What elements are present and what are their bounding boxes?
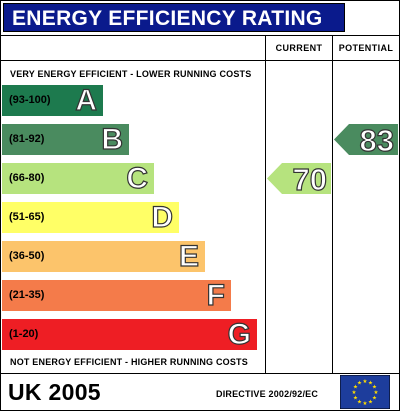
flag-star-icon: ★ bbox=[363, 379, 368, 385]
band-letter: E bbox=[178, 239, 199, 273]
divider-chart bbox=[265, 35, 266, 374]
band-range: (1-20) bbox=[9, 328, 39, 340]
flag-star-icon: ★ bbox=[352, 390, 357, 396]
flag-star-icon: ★ bbox=[372, 384, 377, 390]
band-a: (93-100) A bbox=[2, 83, 103, 118]
flag-star-icon: ★ bbox=[357, 399, 362, 405]
efficient-caption: VERY ENERGY EFFICIENT - LOWER RUNNING CO… bbox=[10, 69, 252, 79]
region-label: UK 2005 bbox=[8, 379, 101, 405]
band-c: (66-80) C bbox=[2, 161, 154, 196]
flag-star-icon: ★ bbox=[357, 380, 362, 386]
eu-flag-icon: ★ ★ ★ ★ ★ ★ ★ ★ ★ ★ ★ ★ bbox=[339, 374, 391, 410]
divider-header bbox=[0, 60, 400, 61]
flag-star-icon: ★ bbox=[363, 401, 368, 407]
divider-bottom bbox=[0, 373, 400, 374]
current-rating-arrow: 70 bbox=[267, 162, 331, 197]
band-letter: B bbox=[101, 122, 124, 156]
current-rating-value: 70 bbox=[292, 162, 328, 197]
column-header-current: CURRENT bbox=[275, 43, 323, 53]
column-header-potential: POTENTIAL bbox=[338, 43, 394, 53]
band-g: (1-20) G bbox=[2, 317, 257, 352]
eu-flag-graphic: ★ ★★★★★★★★★★★ bbox=[339, 374, 391, 410]
band-letter: A bbox=[75, 83, 98, 117]
inefficient-caption: NOT ENERGY EFFICIENT - HIGHER RUNNING CO… bbox=[10, 357, 248, 367]
band-e: (36-50) E bbox=[2, 239, 205, 274]
divider-columns bbox=[332, 35, 333, 374]
flag-star-icon: ★ bbox=[368, 399, 373, 405]
band-range: (21-35) bbox=[9, 289, 45, 301]
potential-rating-value: 83 bbox=[359, 123, 395, 158]
band-range: (66-80) bbox=[9, 172, 45, 184]
band-range: (93-100) bbox=[9, 94, 51, 106]
band-letter: C bbox=[126, 161, 149, 195]
band-f: (21-35) F bbox=[2, 278, 231, 313]
flag-star-icon: ★ bbox=[368, 380, 373, 386]
band-range: (81-92) bbox=[9, 133, 45, 145]
band-range: (36-50) bbox=[9, 250, 45, 262]
flag-star-icon: ★ bbox=[374, 390, 379, 396]
potential-arrow-shape bbox=[334, 124, 398, 155]
band-letter: F bbox=[206, 278, 226, 312]
band-letter: G bbox=[227, 317, 252, 351]
page-title: ENERGY EFFICIENCY RATING bbox=[3, 3, 345, 32]
band-d: (51-65) D bbox=[2, 200, 179, 235]
current-arrow-shape bbox=[267, 163, 331, 194]
band-b: (81-92) B bbox=[2, 122, 129, 157]
flag-star-icon: ★ bbox=[372, 395, 377, 401]
potential-rating-arrow: 83 bbox=[334, 123, 398, 158]
divider-top bbox=[0, 35, 400, 36]
band-range: (51-65) bbox=[9, 211, 45, 223]
flag-star-icon: ★ bbox=[353, 395, 358, 401]
band-letter: D bbox=[151, 200, 174, 234]
directive-label: DIRECTIVE 2002/92/EC bbox=[216, 389, 319, 399]
flag-star-icon: ★ bbox=[353, 384, 358, 390]
